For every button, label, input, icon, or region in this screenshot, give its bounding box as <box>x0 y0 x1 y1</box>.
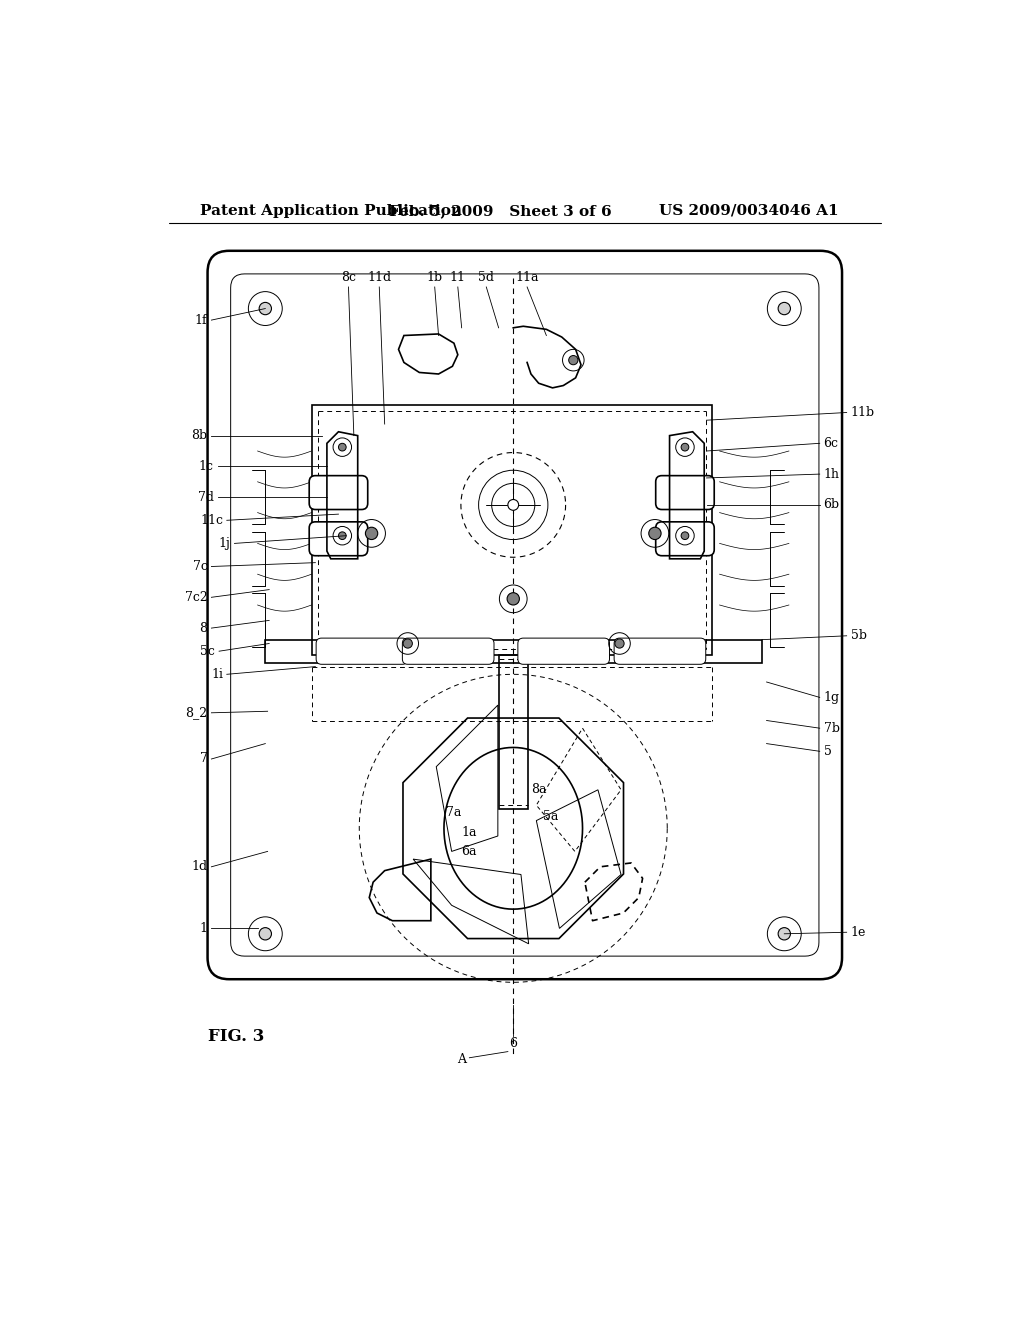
Text: 7c2: 7c2 <box>184 591 208 603</box>
Text: 8_2: 8_2 <box>185 706 208 719</box>
Text: 5b: 5b <box>851 630 866 643</box>
Text: 5: 5 <box>823 744 831 758</box>
Text: 5c: 5c <box>201 644 215 657</box>
Text: 1g: 1g <box>823 690 840 704</box>
Text: 8b: 8b <box>191 429 208 442</box>
FancyBboxPatch shape <box>309 475 368 510</box>
Text: 5d: 5d <box>478 271 495 284</box>
Text: 1a: 1a <box>462 825 477 838</box>
FancyBboxPatch shape <box>309 521 368 556</box>
Bar <box>265 640 762 663</box>
Circle shape <box>366 527 378 540</box>
Text: 11b: 11b <box>851 407 874 418</box>
Text: 7: 7 <box>200 752 208 766</box>
Circle shape <box>403 639 413 648</box>
Text: 11c: 11c <box>200 513 223 527</box>
Text: 7a: 7a <box>446 807 462 820</box>
Text: 1j: 1j <box>219 537 230 550</box>
Circle shape <box>568 355 578 364</box>
Text: 1e: 1e <box>851 925 866 939</box>
Circle shape <box>778 928 791 940</box>
Text: 11: 11 <box>450 271 466 284</box>
FancyBboxPatch shape <box>402 638 494 664</box>
Circle shape <box>681 444 689 451</box>
Text: 8: 8 <box>200 622 208 635</box>
Text: 1h: 1h <box>823 467 840 480</box>
Circle shape <box>339 532 346 540</box>
Text: Feb. 5, 2009   Sheet 3 of 6: Feb. 5, 2009 Sheet 3 of 6 <box>389 203 611 218</box>
Text: 5a: 5a <box>543 810 558 824</box>
FancyBboxPatch shape <box>614 638 706 664</box>
Bar <box>311 405 712 655</box>
Circle shape <box>259 928 271 940</box>
Text: US 2009/0034046 A1: US 2009/0034046 A1 <box>659 203 839 218</box>
FancyBboxPatch shape <box>655 521 714 556</box>
FancyBboxPatch shape <box>518 638 609 664</box>
Text: A: A <box>457 1053 466 1065</box>
Text: 7c: 7c <box>193 560 208 573</box>
FancyBboxPatch shape <box>655 475 714 510</box>
Circle shape <box>259 302 271 314</box>
Circle shape <box>778 302 791 314</box>
Text: 1f: 1f <box>195 314 208 326</box>
FancyBboxPatch shape <box>208 251 842 979</box>
Circle shape <box>508 499 518 511</box>
Text: 8a: 8a <box>530 783 547 796</box>
Text: FIG. 3: FIG. 3 <box>208 1028 264 1044</box>
Text: 8c: 8c <box>341 271 356 284</box>
Text: 1d: 1d <box>191 861 208 874</box>
Circle shape <box>507 593 519 605</box>
FancyBboxPatch shape <box>316 638 408 664</box>
Text: 11a: 11a <box>515 271 539 284</box>
Circle shape <box>339 444 346 451</box>
Bar <box>499 655 528 809</box>
Text: 7b: 7b <box>823 722 840 735</box>
Text: 11d: 11d <box>368 271 391 284</box>
Text: 6a: 6a <box>462 845 477 858</box>
Text: Patent Application Publication: Patent Application Publication <box>200 203 462 218</box>
Text: 1c: 1c <box>199 459 214 473</box>
Text: 6c: 6c <box>823 437 839 450</box>
Text: 6: 6 <box>509 1038 517 1051</box>
Text: 1b: 1b <box>427 271 442 284</box>
Text: 7d: 7d <box>198 491 214 504</box>
Circle shape <box>681 532 689 540</box>
Circle shape <box>649 527 662 540</box>
Circle shape <box>614 639 625 648</box>
Text: 6b: 6b <box>823 499 840 511</box>
Text: 1i: 1i <box>211 668 223 681</box>
Text: 1: 1 <box>200 921 208 935</box>
